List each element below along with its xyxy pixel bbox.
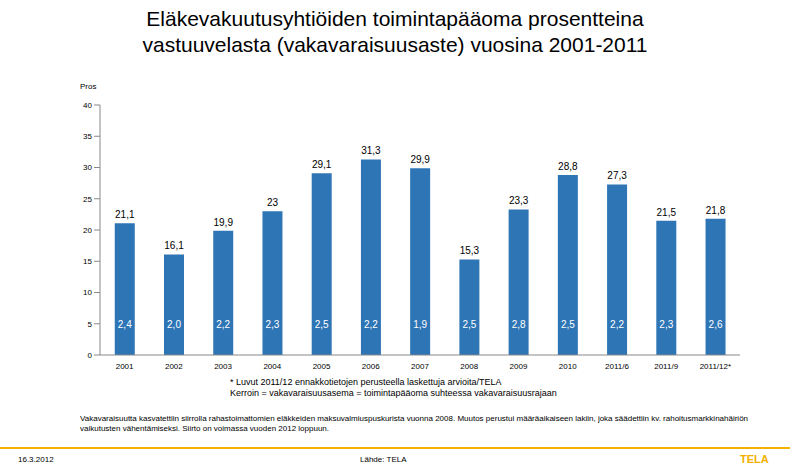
svg-text:2009: 2009 <box>510 362 528 371</box>
svg-text:2011/9: 2011/9 <box>654 362 678 371</box>
svg-text:31,3: 31,3 <box>361 145 381 156</box>
svg-text:19,9: 19,9 <box>213 217 233 228</box>
html-text:Vakavaraisuutta kasvatettiin s: Vakavaraisuutta kasvatettiin siirrolla r… <box>80 414 748 433</box>
html-text:Eläkevakuutusyhtiöiden toimint: Eläkevakuutusyhtiöiden toimintapääoma pr… <box>142 7 648 56</box>
svg-text:2,5: 2,5 <box>561 319 575 330</box>
svg-text:21,8: 21,8 <box>706 205 726 216</box>
svg-text:15,3: 15,3 <box>460 245 480 256</box>
html-text:TELA: TELA <box>740 453 769 465</box>
svg-text:2004: 2004 <box>263 362 281 371</box>
svg-text:20: 20 <box>83 226 92 235</box>
svg-text:2,5: 2,5 <box>315 319 329 330</box>
svg-text:2011/6: 2011/6 <box>605 362 629 371</box>
svg-text:28,8: 28,8 <box>558 161 578 172</box>
svg-text:29,9: 29,9 <box>410 154 430 165</box>
svg-text:5: 5 <box>88 320 93 329</box>
svg-text:23,3: 23,3 <box>509 195 529 206</box>
html-text:Kerroin = vakavaraisuusasema =: Kerroin = vakavaraisuusasema = toimintap… <box>230 388 557 398</box>
svg-text:2011/12*: 2011/12* <box>700 362 731 371</box>
svg-text:10: 10 <box>83 288 92 297</box>
svg-text:1,9: 1,9 <box>413 319 427 330</box>
svg-text:2003: 2003 <box>214 362 232 371</box>
svg-text:21,1: 21,1 <box>115 209 135 220</box>
svg-text:2,4: 2,4 <box>118 319 132 330</box>
svg-text:2,5: 2,5 <box>462 319 476 330</box>
svg-text:2,3: 2,3 <box>659 319 673 330</box>
svg-text:2,8: 2,8 <box>512 319 526 330</box>
svg-text:29,1: 29,1 <box>312 159 332 170</box>
svg-text:2002: 2002 <box>165 362 183 371</box>
svg-text:2001: 2001 <box>116 362 134 371</box>
svg-text:2006: 2006 <box>362 362 380 371</box>
svg-text:40: 40 <box>83 101 92 110</box>
svg-text:2005: 2005 <box>313 362 331 371</box>
html-text:Pros: Pros <box>80 82 97 91</box>
svg-text:16,1: 16,1 <box>164 240 184 251</box>
svg-text:2,3: 2,3 <box>266 319 280 330</box>
svg-text:23: 23 <box>267 197 279 208</box>
svg-text:2,0: 2,0 <box>167 319 181 330</box>
svg-text:2,6: 2,6 <box>709 319 723 330</box>
svg-text:2008: 2008 <box>460 362 478 371</box>
svg-text:30: 30 <box>83 163 92 172</box>
svg-text:27,3: 27,3 <box>607 170 627 181</box>
svg-text:15: 15 <box>83 257 92 266</box>
svg-text:21,5: 21,5 <box>657 207 677 218</box>
svg-text:2010: 2010 <box>559 362 577 371</box>
html-text:* Luvut 2011/12 ennakkotietoje: * Luvut 2011/12 ennakkotietojen perustee… <box>230 377 502 387</box>
svg-text:2007: 2007 <box>411 362 429 371</box>
html-text:Lähde: TELA: Lähde: TELA <box>360 455 407 464</box>
svg-text:2,2: 2,2 <box>216 319 230 330</box>
svg-text:2,2: 2,2 <box>364 319 378 330</box>
html-text:16.3.2012: 16.3.2012 <box>18 455 54 464</box>
svg-text:2,2: 2,2 <box>610 319 624 330</box>
svg-text:0: 0 <box>88 351 93 360</box>
svg-text:25: 25 <box>83 195 92 204</box>
svg-text:35: 35 <box>83 132 92 141</box>
